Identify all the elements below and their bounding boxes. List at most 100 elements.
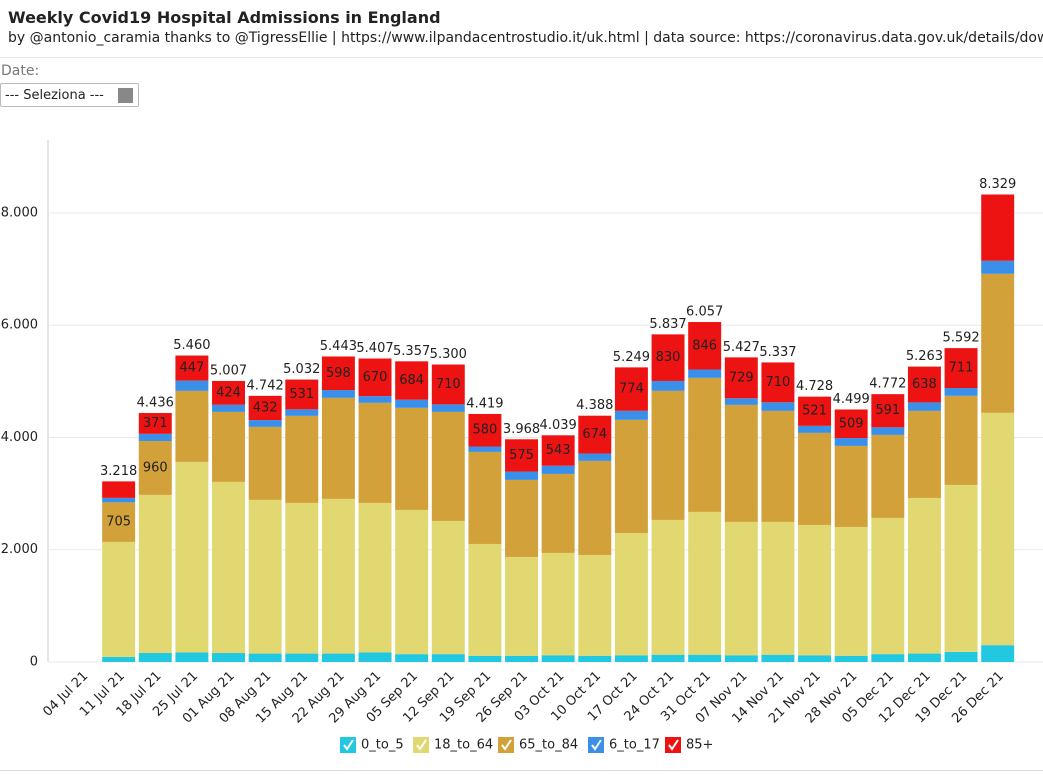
bar-segment	[505, 471, 539, 480]
bar-segment	[651, 380, 685, 391]
bar-segment	[944, 388, 978, 396]
bar-segment	[395, 654, 429, 662]
total-label: 4.772	[869, 377, 906, 392]
segment-label: 598	[326, 366, 351, 381]
segment-label: 432	[253, 400, 278, 415]
bar-segment	[798, 432, 832, 525]
bar-segment	[907, 410, 941, 498]
bottom-border	[0, 770, 1043, 771]
total-label: 5.263	[906, 349, 943, 364]
bar-segment	[395, 399, 429, 408]
bar-segment	[871, 427, 905, 435]
legend-check	[591, 739, 602, 751]
segment-label: 674	[582, 427, 607, 442]
bar-segment	[944, 651, 978, 662]
bar-segment	[395, 509, 429, 655]
total-label: 5.249	[613, 350, 650, 365]
bar-segment	[138, 494, 172, 654]
bar-segment	[431, 520, 465, 655]
legend-swatch	[413, 737, 429, 753]
total-label: 4.419	[466, 396, 503, 411]
calendar-icon[interactable]	[118, 88, 133, 103]
segment-label: 521	[802, 404, 827, 419]
total-label: 5.460	[173, 338, 210, 353]
bar-segment	[688, 369, 722, 378]
bar-segment	[321, 356, 355, 391]
bar-segment	[541, 655, 575, 662]
bar-segment	[285, 379, 319, 410]
bar-segment	[285, 409, 319, 416]
bar-segment	[248, 499, 282, 654]
total-label: 8.329	[979, 177, 1016, 192]
total-label: 5.592	[942, 331, 979, 346]
legend-swatch	[498, 737, 514, 753]
segment-label: 960	[143, 460, 168, 475]
segment-label: 591	[875, 403, 900, 418]
legend-label: 0_to_5	[361, 738, 404, 753]
segment-label: 684	[399, 373, 424, 388]
segment-label: 705	[106, 515, 131, 530]
date-select[interactable]: --- Seleziona ---	[0, 83, 139, 107]
segment-label: 638	[912, 377, 937, 392]
y-tick-label: 6.000	[1, 318, 38, 333]
bar-segment	[358, 358, 392, 397]
bar-segment	[761, 521, 795, 655]
bar-segment	[395, 407, 429, 510]
bar-segment	[285, 415, 319, 503]
bar-segment	[102, 541, 136, 657]
subtitle: by @antonio_caramia thanks to @TigressEl…	[8, 30, 1043, 46]
bar-segment	[761, 410, 795, 522]
y-tick-label: 8.000	[1, 205, 38, 220]
bar-segment	[138, 433, 172, 442]
bar-segment	[102, 481, 136, 498]
total-label: 5.837	[649, 317, 686, 332]
total-label: 4.388	[576, 398, 613, 413]
segment-label: 670	[363, 370, 388, 385]
legend-swatch	[588, 737, 604, 753]
total-label: 5.337	[759, 345, 796, 360]
y-tick-label: 0	[30, 655, 38, 670]
bar-segment	[761, 402, 795, 411]
total-label: 4.728	[796, 379, 833, 394]
bar-segment	[981, 412, 1015, 646]
bar-segment	[102, 497, 136, 503]
bar-segment	[541, 473, 575, 553]
total-label: 4.499	[833, 392, 870, 407]
bar-segment	[175, 461, 209, 653]
title: Weekly Covid19 Hospital Admissions in En…	[8, 8, 441, 27]
bar-segment	[468, 543, 502, 656]
bar-segment	[212, 404, 246, 412]
select-text: --- Seleziona ---	[5, 88, 104, 103]
bar-segment	[468, 655, 502, 662]
segment-label: 580	[472, 423, 497, 438]
bar-segment	[907, 497, 941, 654]
bar-segment	[651, 654, 685, 662]
bar-segment	[175, 380, 209, 391]
bar-segment	[907, 366, 941, 403]
y-tick-label: 4.000	[1, 430, 38, 445]
segment-label: 575	[509, 448, 534, 463]
bar-segment	[798, 524, 832, 656]
bar-segment	[688, 322, 722, 370]
bar-segment	[981, 260, 1015, 274]
bar-segment	[651, 519, 685, 655]
bar-segment	[212, 653, 246, 662]
bar-segment	[834, 526, 868, 656]
bar-segment	[651, 334, 685, 381]
total-label: 3.968	[503, 422, 540, 437]
total-label: 5.427	[723, 340, 760, 355]
segment-label: 774	[619, 382, 644, 397]
bar-segment	[761, 362, 795, 403]
bar-segment	[724, 398, 758, 405]
bar-segment	[834, 438, 868, 446]
bar-segment	[431, 404, 465, 412]
segment-label: 509	[839, 416, 864, 431]
bar-segment	[358, 652, 392, 662]
bar-segment	[578, 453, 612, 461]
bar-segment	[175, 355, 209, 381]
bar-segment	[468, 451, 502, 544]
legend-check	[416, 739, 427, 751]
bar-segment	[505, 556, 539, 656]
